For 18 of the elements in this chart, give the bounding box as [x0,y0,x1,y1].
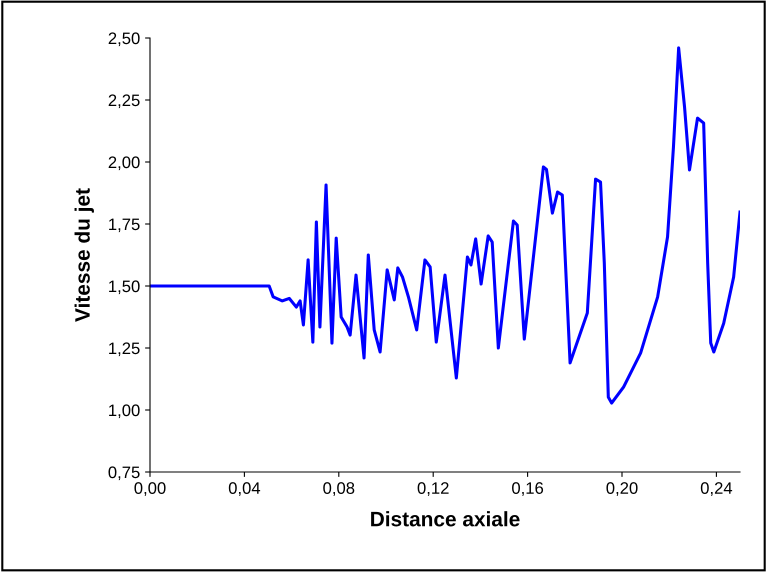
y-tick-label: 2,25 [108,94,140,108]
y-tick-label: 1,50 [109,280,140,294]
x-axis-title: Distance axiale [371,511,520,526]
y-tick-label: 1,25 [109,342,140,356]
x-tick-label: 0,16 [512,482,544,496]
x-tick-label: 0,12 [418,482,449,496]
y-tick-label: 2,50 [108,32,140,46]
y-tick-label: 1,75 [109,218,140,232]
x-tick-label: 0,08 [323,482,354,496]
y-axis-title: Vitesse du jet [74,188,94,322]
x-tick-label: 0,24 [700,482,732,496]
x-tick-label: 0,00 [134,482,166,496]
y-tick-label: 2,00 [108,156,140,170]
y-tick-label: 1,00 [109,404,140,418]
line-series [150,46,740,405]
y-tick-label: 0,75 [108,466,140,480]
x-tick-label: 0,04 [228,482,260,496]
x-tick-label: 0,20 [606,482,638,496]
